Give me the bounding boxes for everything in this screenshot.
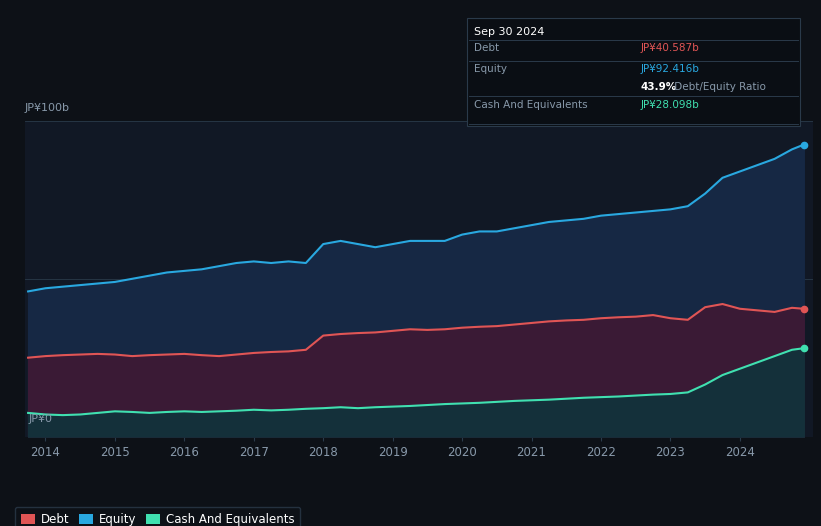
Text: Cash And Equivalents: Cash And Equivalents (474, 99, 587, 109)
Text: JP¥40.587b: JP¥40.587b (640, 44, 699, 54)
Text: JP¥0: JP¥0 (29, 414, 53, 424)
Legend: Debt, Equity, Cash And Equivalents: Debt, Equity, Cash And Equivalents (15, 507, 300, 526)
Text: 43.9%: 43.9% (640, 82, 677, 92)
Text: Debt: Debt (474, 44, 498, 54)
Text: JP¥100b: JP¥100b (25, 103, 70, 113)
Text: Sep 30 2024: Sep 30 2024 (474, 27, 544, 37)
Text: JP¥28.098b: JP¥28.098b (640, 99, 699, 109)
Text: Debt/Equity Ratio: Debt/Equity Ratio (672, 82, 766, 92)
Text: JP¥92.416b: JP¥92.416b (640, 64, 699, 74)
Text: Equity: Equity (474, 64, 507, 74)
